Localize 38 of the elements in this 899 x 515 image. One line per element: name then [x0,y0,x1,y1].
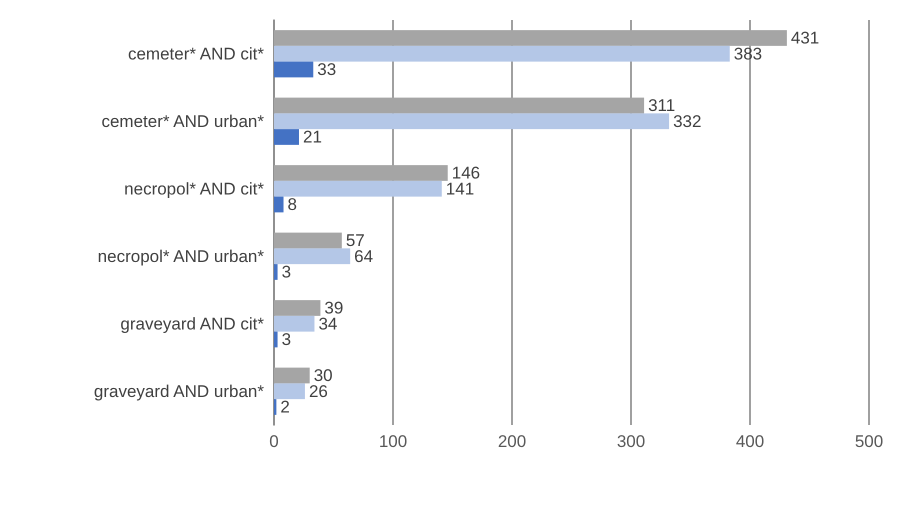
y-tick-label: necropol* AND cit* [124,179,264,198]
x-tick-label: 0 [269,432,279,451]
y-tick-label: cemeter* AND urban* [101,112,264,131]
x-tick-label: 100 [378,432,408,451]
y-tick-label: cemeter* AND cit* [128,44,264,64]
y-tick-label: graveyard AND cit* [120,314,264,334]
y-tick-label: graveyard AND urban* [94,382,264,401]
data-label: 33 [317,60,336,79]
bar [274,248,350,264]
y-tick-label: necropol* AND urban* [98,246,264,266]
x-tick-label: 500 [854,432,884,451]
bar [274,264,278,280]
data-label: 431 [790,28,820,48]
x-tick-label: 200 [498,432,526,451]
bar [274,232,342,248]
bar [274,300,320,316]
data-label: 311 [648,96,676,115]
bar [274,46,730,62]
data-label: 3 [282,330,292,349]
bar [274,180,442,197]
bar [274,196,284,212]
bar [274,62,314,78]
bar [274,98,644,114]
bar [274,332,278,348]
data-label: 21 [302,128,322,146]
bar [274,368,310,384]
bar [274,113,670,130]
data-label: 2 [280,398,290,416]
data-label: 3 [282,262,292,282]
bar [274,30,787,46]
data-label: 332 [673,112,702,131]
data-label: 8 [288,195,297,214]
bar [274,316,314,332]
bar [274,383,305,400]
bar [274,165,448,181]
x-tick-label: 300 [616,432,646,451]
x-tick-label: 400 [736,432,764,451]
bar [274,129,299,145]
